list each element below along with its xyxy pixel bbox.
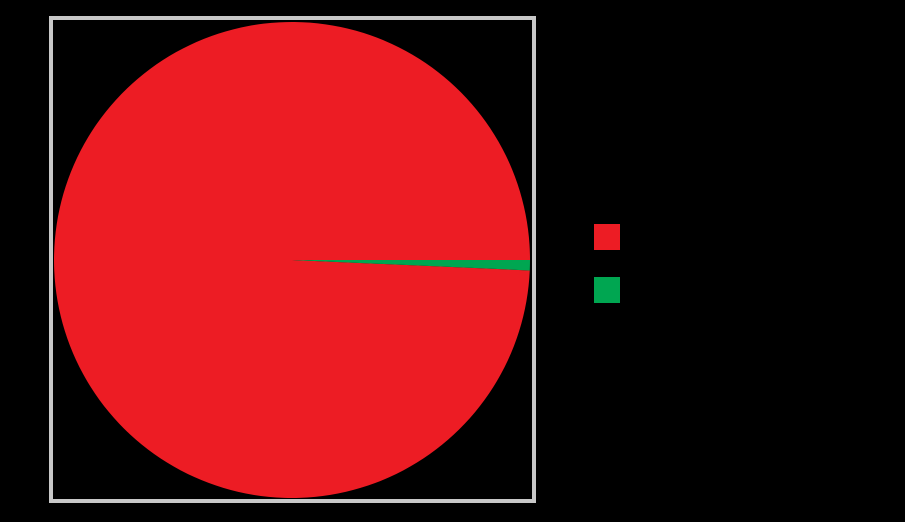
legend [594,224,620,303]
legend-swatch-1 [594,224,620,250]
pie-slice-2 [292,260,530,271]
plot-frame [49,16,536,503]
pie-slices [54,22,531,499]
pie-slice-1 [54,22,531,499]
legend-swatch-2 [594,277,620,303]
